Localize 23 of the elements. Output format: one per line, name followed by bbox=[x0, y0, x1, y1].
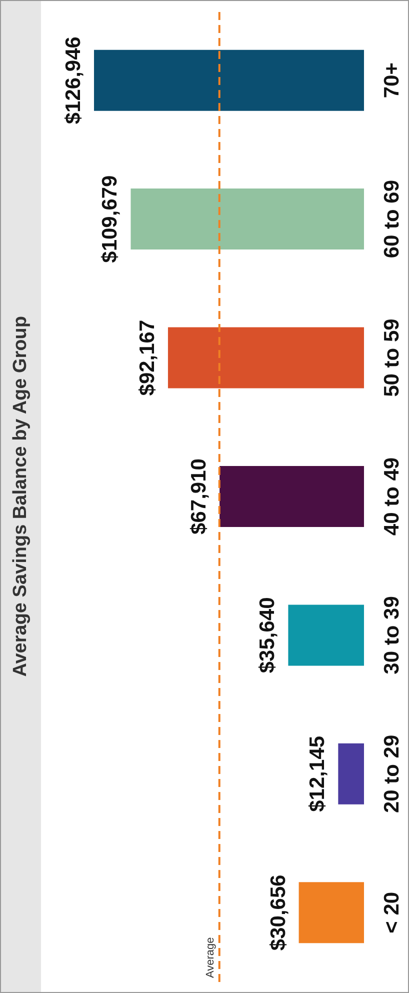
y-tick-label: 50 to 59 bbox=[380, 318, 404, 397]
y-tick-label: 20 to 29 bbox=[380, 734, 404, 814]
bar bbox=[298, 882, 364, 944]
bar bbox=[338, 743, 364, 804]
data-label: $67,910 bbox=[188, 458, 211, 534]
ref-line-label: Average bbox=[204, 937, 216, 978]
y-tick-label: 60 to 69 bbox=[380, 180, 404, 258]
bar bbox=[220, 466, 364, 527]
data-label: $126,946 bbox=[62, 36, 85, 124]
bar bbox=[288, 604, 364, 666]
y-tick-label: < 20 bbox=[380, 892, 404, 934]
bar bbox=[94, 50, 364, 111]
data-label: $92,167 bbox=[136, 320, 159, 396]
data-label: $30,656 bbox=[266, 874, 290, 951]
data-label: $12,145 bbox=[306, 736, 330, 812]
y-tick-label: 30 to 39 bbox=[380, 596, 404, 674]
data-label: $35,640 bbox=[256, 597, 280, 674]
text: Average Savings Balance by Age Group bbox=[10, 316, 32, 677]
bar bbox=[130, 188, 364, 250]
bar bbox=[168, 327, 364, 388]
y-tick-label: 70+ bbox=[380, 62, 404, 98]
y-tick-label: 40 to 49 bbox=[380, 457, 404, 536]
data-label: $109,679 bbox=[98, 175, 122, 263]
